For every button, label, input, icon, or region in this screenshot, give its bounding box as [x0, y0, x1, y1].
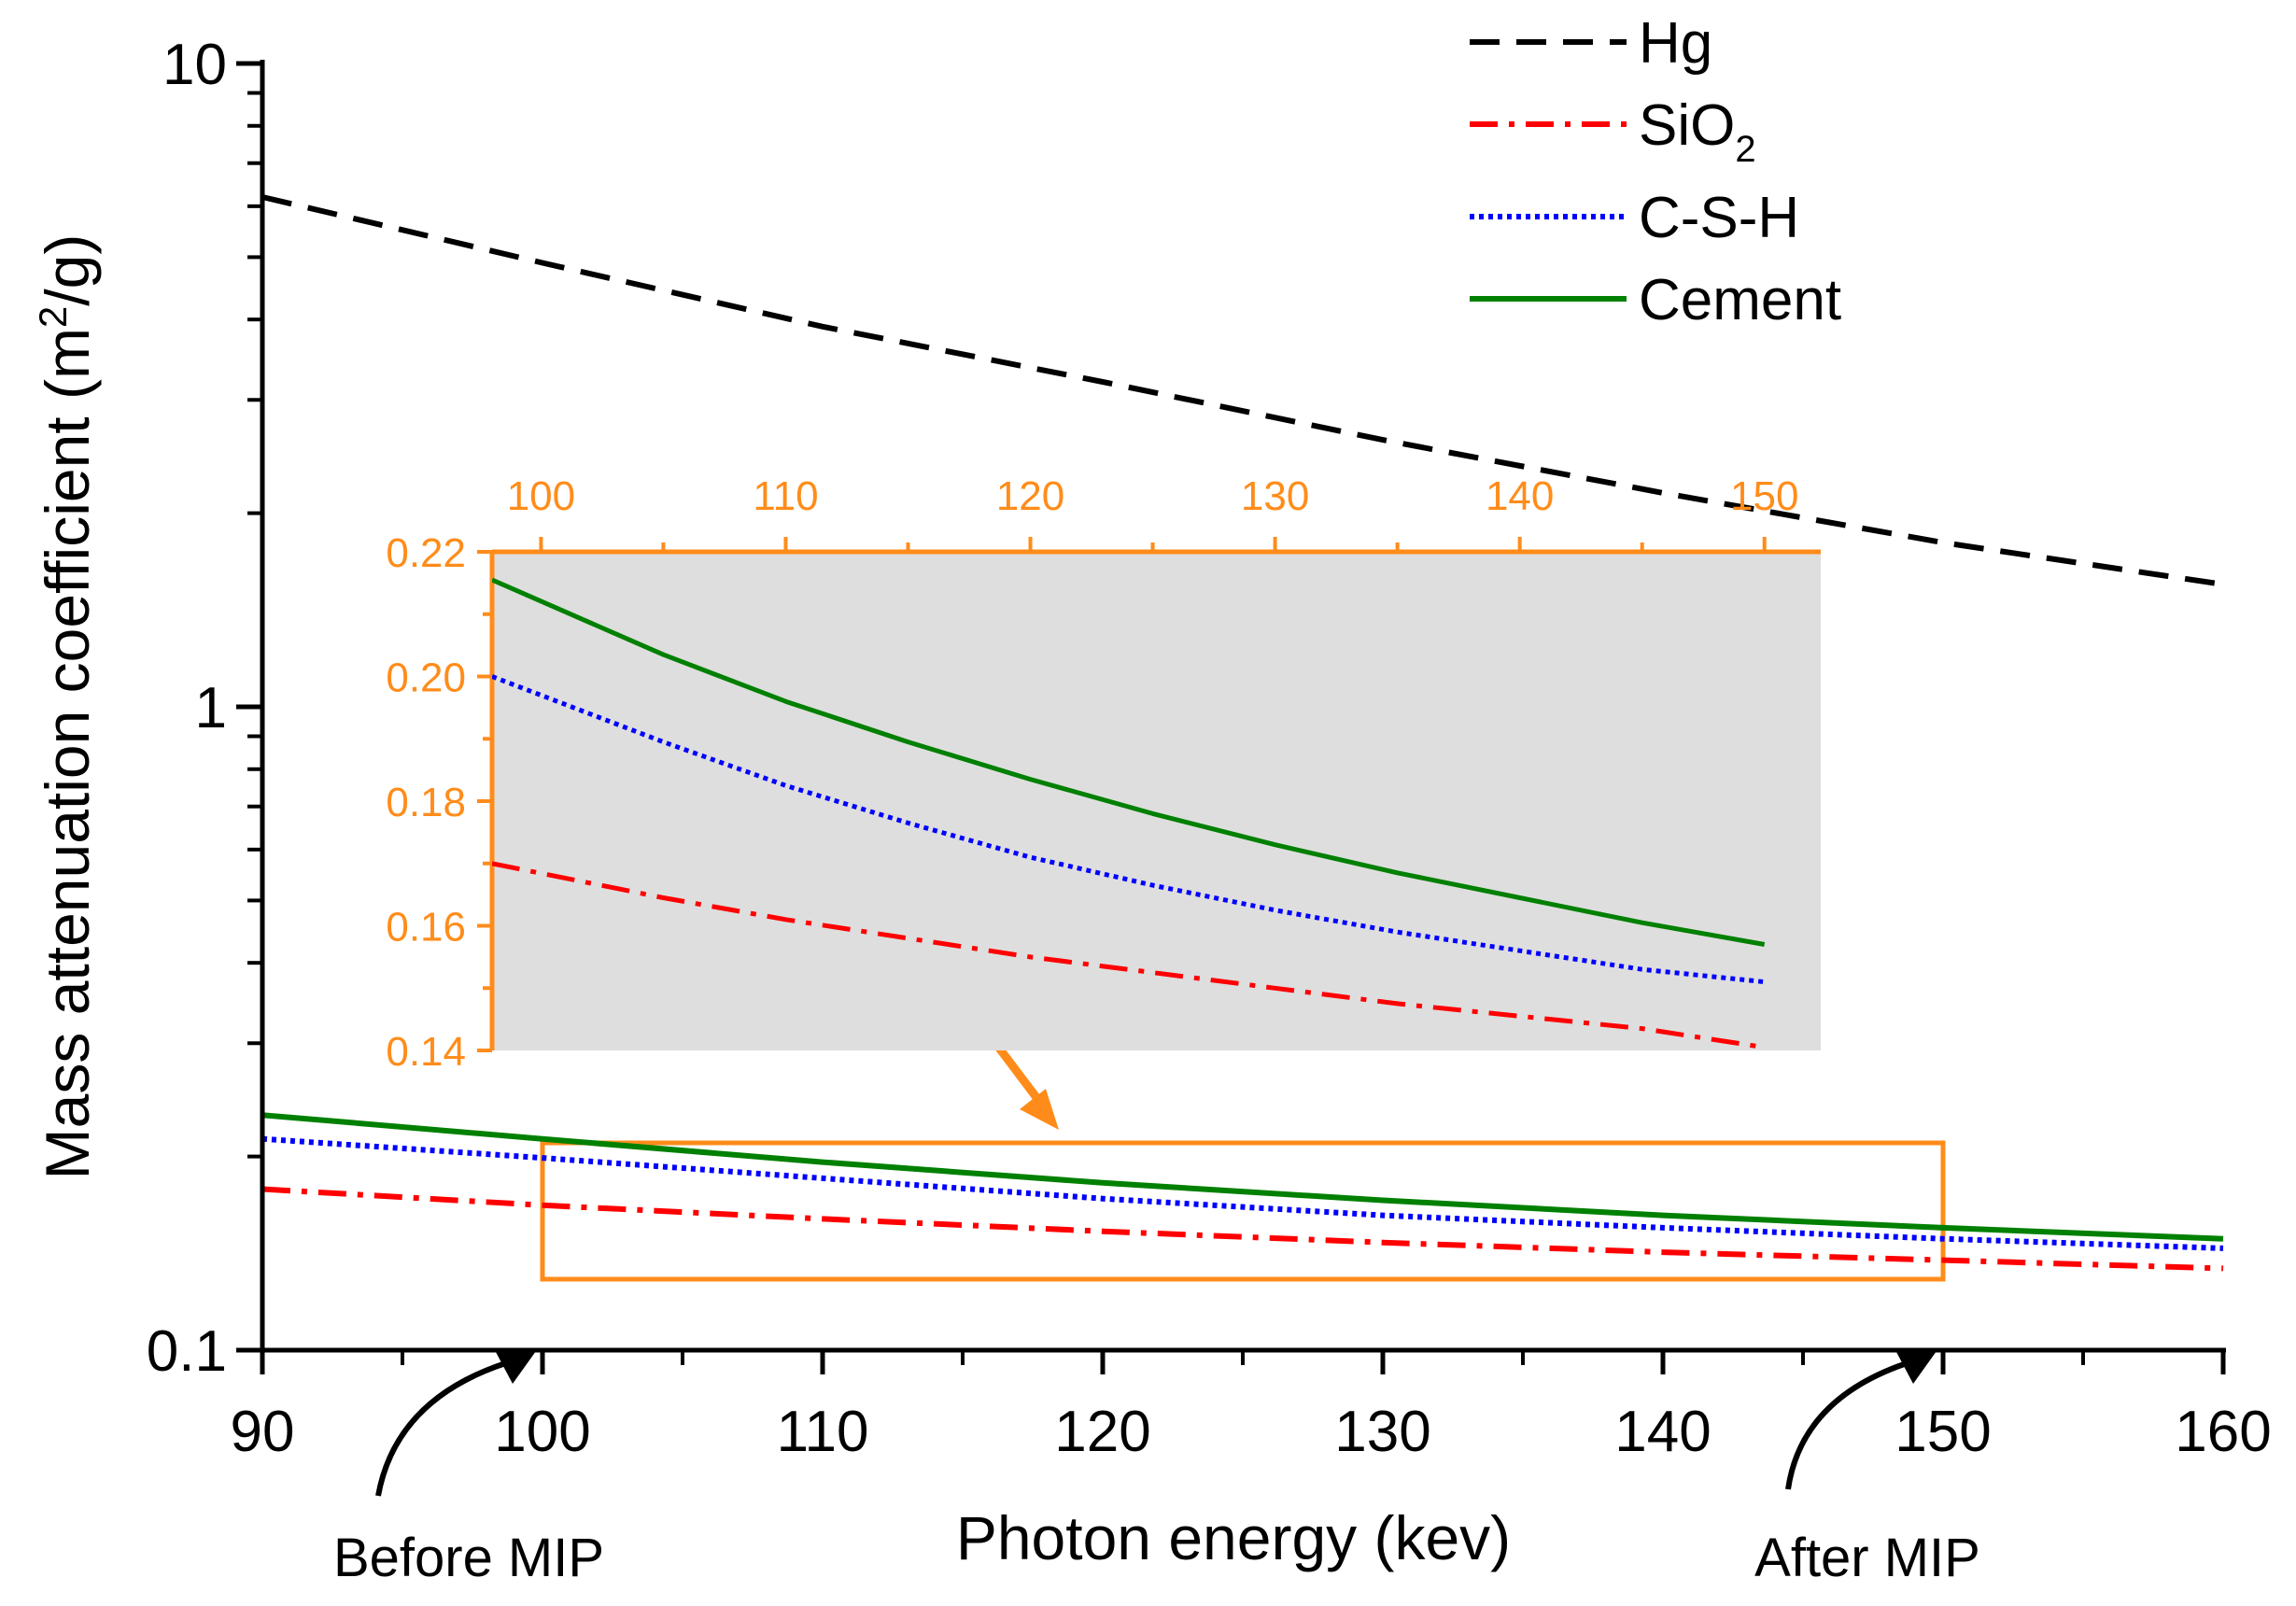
y-axis-title: Mass attenuation coefficient (m2/g) [31, 234, 102, 1180]
zoom-arrow-head [1020, 1089, 1059, 1130]
inset-x-tick-label: 150 [1730, 473, 1798, 519]
inset-series-line-sio2 [492, 861, 1766, 1050]
zoom-layer [540, 1036, 1946, 1282]
x-tick-label: 160 [2175, 1400, 2271, 1464]
inset-plot: 100 110 120 130 140 150 0.14 0.16 0.18 0.20 0.22 [386, 473, 1821, 1075]
x-tick-label: 140 [1614, 1400, 1711, 1464]
x-tick-label: 110 [777, 1400, 869, 1464]
legend-label-text: SiO [1639, 93, 1735, 158]
legend-label-subscript: 2 [1735, 129, 1755, 170]
annotation-arrow-head [496, 1351, 536, 1384]
legend-label-text: Hg [1639, 11, 1712, 76]
x-tick-label: 120 [1054, 1400, 1150, 1464]
x-axis-title: Photon energy (kev) [956, 1503, 1511, 1572]
inset-y-tick-label: 0.20 [386, 655, 466, 701]
inset-y-tick-label: 0.16 [386, 905, 466, 951]
inset-y-tick-label: 0.22 [386, 530, 466, 576]
series-line-c-s-h [261, 1135, 2224, 1251]
legend: Hg SiO2 C-S-H Cement [1470, 11, 1841, 332]
legend-label: Cement [1639, 268, 1841, 332]
series-line-hg [261, 194, 2224, 587]
inset-x-tick-label: 100 [507, 473, 575, 519]
legend-label-text: Cement [1639, 268, 1841, 332]
y-axis-title-main: Mass attenuation coefficient (m [33, 328, 102, 1179]
annotation-arrow-curve [375, 1356, 522, 1497]
legend-label: C-S-H [1639, 186, 1799, 250]
y-tick-label: 1 [195, 676, 227, 740]
x-tick-label: 100 [494, 1400, 590, 1464]
y-tick-label: 0.1 [147, 1319, 227, 1384]
main-series-layer [261, 194, 2224, 1272]
inset-x-tick-label: 120 [996, 473, 1064, 519]
annotation-arrow-curve [1785, 1356, 1923, 1490]
x-tick-label: 90 [231, 1400, 295, 1464]
inset-background [492, 552, 1821, 1050]
annotation-arrow-head [1896, 1351, 1937, 1384]
inset-y-tick-label: 0.18 [386, 780, 466, 825]
inset-y-tick-label: 0.14 [386, 1029, 466, 1075]
legend-label: SiO2 [1639, 93, 1756, 170]
x-tick-label: 150 [1895, 1400, 1991, 1464]
inset-series-layer [492, 577, 1766, 1050]
legend-label-text: C-S-H [1639, 186, 1799, 250]
inset-series-line-cement [492, 577, 1766, 947]
inset-x-tick-label: 110 [753, 473, 818, 519]
legend-label: Hg [1639, 11, 1712, 76]
annotation-label: After MIP [1754, 1528, 1980, 1588]
inset-x-tick-label: 130 [1241, 473, 1309, 519]
zoom-box [540, 1140, 1946, 1282]
annotations: Before MIP After MIP [333, 1351, 1980, 1588]
inset-x-tick-label: 140 [1486, 473, 1554, 519]
series-line-cement [261, 1112, 2224, 1242]
inset-series-line-c-s-h [492, 674, 1765, 985]
y-axis-title-sup: 2 [31, 306, 75, 328]
y-axis-title-end: /g) [33, 234, 102, 306]
x-tick-label: 130 [1334, 1400, 1430, 1464]
y-tick-label: 10 [162, 33, 227, 97]
annotation-label: Before MIP [333, 1528, 604, 1588]
series-line-sio2 [261, 1186, 2224, 1272]
